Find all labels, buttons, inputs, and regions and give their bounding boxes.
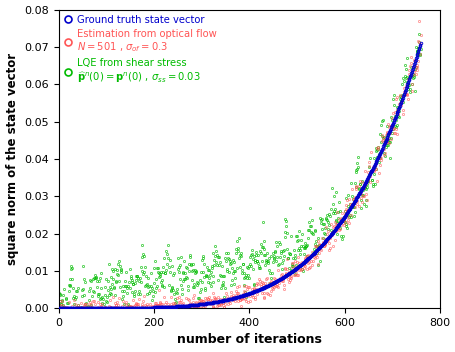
X-axis label: number of iterations: number of iterations [177, 333, 321, 346]
Legend: Ground truth state vector, Estimation from optical flow
$N=501$ , $\sigma_{of}=0: Ground truth state vector, Estimation fr… [61, 12, 219, 88]
Y-axis label: square norm of the state vector: square norm of the state vector [5, 53, 19, 265]
